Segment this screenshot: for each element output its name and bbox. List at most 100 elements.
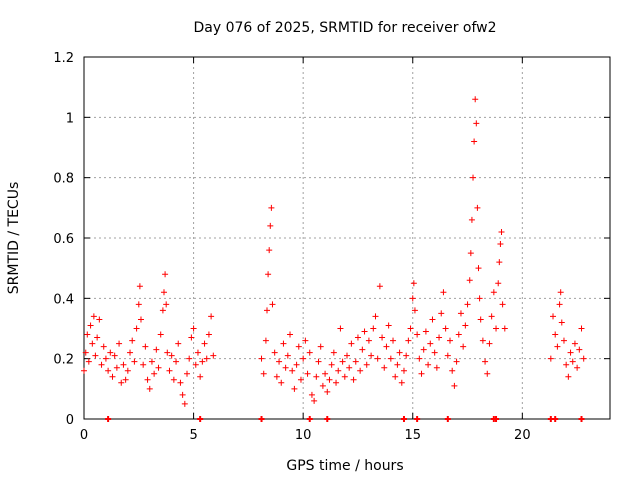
data-point (87, 322, 94, 329)
data-point (368, 352, 375, 359)
data-point (269, 301, 276, 308)
data-points (81, 96, 587, 422)
data-point (411, 307, 418, 314)
data-point (499, 301, 506, 308)
data-point (201, 340, 208, 347)
data-point (372, 313, 379, 320)
data-point (192, 361, 199, 368)
data-point (552, 331, 559, 338)
data-point (363, 361, 370, 368)
data-point (170, 376, 177, 383)
x-tick-label: 20 (514, 428, 531, 443)
data-point (440, 289, 447, 296)
data-point (268, 204, 275, 211)
y-tick-label: 0.2 (53, 353, 74, 368)
data-point (357, 367, 364, 374)
data-point (348, 340, 355, 347)
data-point (168, 352, 175, 359)
data-point (416, 355, 423, 362)
data-point (339, 358, 346, 365)
y-tick-label: 0.6 (53, 232, 74, 247)
data-point (361, 328, 368, 335)
data-point (560, 337, 567, 344)
data-point (304, 370, 311, 377)
data-point (449, 367, 456, 374)
data-point (326, 376, 333, 383)
data-point (493, 325, 500, 332)
data-point (287, 331, 294, 338)
data-point (273, 373, 280, 380)
data-point (124, 367, 131, 374)
data-point (280, 340, 287, 347)
data-point (333, 379, 340, 386)
data-point (317, 343, 324, 350)
data-point (482, 358, 489, 365)
x-tick-label: 5 (189, 428, 197, 443)
data-point (157, 331, 164, 338)
data-point (409, 295, 416, 302)
data-point (467, 250, 474, 257)
data-point (422, 328, 429, 335)
data-point (291, 385, 298, 392)
data-point (557, 289, 564, 296)
data-point (341, 373, 348, 380)
data-point (120, 361, 127, 368)
zero-point (444, 416, 451, 422)
data-point (146, 385, 153, 392)
x-tick-label: 10 (295, 428, 312, 443)
data-point (473, 120, 480, 127)
data-point (563, 361, 570, 368)
data-point (429, 316, 436, 323)
data-point (400, 367, 407, 374)
data-point (455, 331, 462, 338)
data-point (160, 289, 167, 296)
data-point (337, 325, 344, 332)
data-point (131, 358, 138, 365)
data-point (265, 271, 272, 278)
data-point (164, 349, 171, 356)
data-point (550, 313, 557, 320)
data-point (203, 355, 210, 362)
data-point (205, 331, 212, 338)
data-point (344, 352, 350, 359)
data-point (442, 325, 449, 332)
data-point (495, 280, 502, 287)
data-point (498, 228, 505, 235)
data-point (84, 331, 91, 338)
data-point (569, 358, 576, 365)
data-point (376, 283, 383, 290)
data-point (381, 364, 388, 371)
data-point (484, 370, 491, 377)
data-point (328, 361, 335, 368)
data-point (410, 280, 417, 287)
data-point (266, 247, 273, 254)
data-point (85, 358, 92, 365)
data-point (118, 379, 125, 386)
data-point (354, 334, 361, 341)
data-point (350, 376, 357, 383)
data-point (571, 340, 578, 347)
data-point (109, 373, 116, 380)
x-axis-label: GPS time / hours (286, 458, 403, 474)
data-point (302, 337, 309, 344)
data-point (365, 337, 372, 344)
data-point (166, 367, 173, 374)
data-point (578, 325, 585, 332)
data-point (556, 301, 563, 308)
data-point (173, 358, 180, 365)
data-point (258, 355, 265, 362)
data-point (472, 96, 479, 103)
data-point (105, 367, 112, 374)
data-point (148, 358, 155, 365)
data-point (107, 349, 114, 356)
data-point (576, 346, 583, 353)
data-point (392, 373, 399, 380)
data-point (444, 352, 451, 359)
data-point (547, 355, 554, 362)
data-point (501, 325, 508, 332)
data-point (197, 373, 204, 380)
data-point (387, 355, 394, 362)
data-point (311, 397, 318, 404)
data-point (153, 346, 160, 353)
data-point (394, 361, 401, 368)
